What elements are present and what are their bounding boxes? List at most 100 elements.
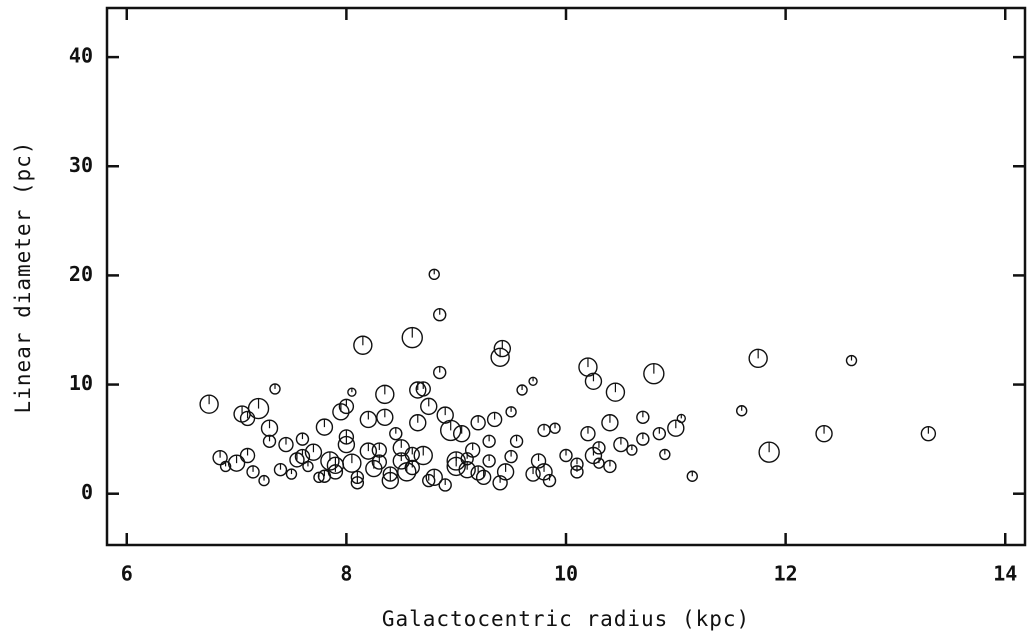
point: [505, 406, 517, 418]
point: [559, 448, 573, 463]
y-tick-label: 40: [69, 44, 93, 68]
x-tick-label: 8: [340, 562, 352, 586]
point: [262, 434, 277, 449]
point: [601, 414, 619, 432]
point: [530, 453, 547, 469]
y-tick-label: 10: [69, 371, 93, 395]
point: [460, 452, 474, 466]
point: [381, 471, 400, 490]
point: [758, 441, 780, 463]
point: [239, 410, 256, 427]
point: [482, 454, 496, 468]
point: [359, 410, 378, 429]
point: [294, 448, 311, 465]
point: [525, 466, 541, 482]
point: [626, 444, 638, 456]
point: [239, 447, 256, 464]
point: [516, 384, 528, 396]
point: [359, 442, 378, 460]
point: [285, 468, 298, 480]
point: [295, 432, 310, 446]
point: [496, 463, 515, 481]
point: [493, 339, 512, 358]
point: [401, 326, 423, 349]
point: [845, 354, 858, 367]
x-tick-label: 14: [993, 562, 1017, 586]
point: [420, 397, 438, 416]
point: [389, 426, 403, 441]
point: [376, 408, 394, 426]
point: [492, 475, 508, 491]
point: [273, 462, 288, 477]
point: [413, 445, 433, 466]
point: [433, 365, 447, 380]
point: [652, 426, 667, 441]
point: [592, 441, 606, 455]
point: [315, 418, 334, 436]
point: [425, 468, 443, 487]
point: [219, 460, 232, 473]
y-tick-label: 20: [69, 262, 93, 286]
point: [676, 413, 686, 424]
x-axis-title: Galactocentric radius (kpc): [382, 607, 750, 631]
point: [438, 478, 452, 492]
point: [458, 460, 476, 479]
point: [542, 473, 557, 488]
point: [603, 459, 617, 474]
point: [659, 448, 671, 461]
point: [199, 394, 219, 414]
point: [338, 398, 355, 415]
point: [815, 424, 833, 443]
point: [504, 449, 518, 464]
point: [537, 423, 551, 438]
x-tick-label: 12: [774, 562, 798, 586]
point: [490, 347, 510, 367]
y-tick-label: 0: [81, 480, 93, 504]
point: [470, 415, 486, 431]
y-axis-title: Linear diameter (pc): [11, 141, 35, 414]
x-tick-label: 10: [554, 562, 578, 586]
point: [269, 383, 281, 395]
point: [353, 335, 373, 355]
point: [342, 453, 362, 473]
point: [304, 443, 323, 461]
point: [482, 434, 496, 449]
point: [643, 362, 665, 385]
point: [260, 419, 279, 437]
point: [347, 387, 357, 397]
point: [486, 411, 503, 428]
point: [528, 376, 538, 386]
point: [580, 425, 596, 442]
point: [636, 410, 650, 424]
point: [570, 457, 584, 471]
point: [470, 465, 486, 481]
point: [433, 308, 447, 322]
point: [227, 454, 246, 472]
point: [436, 406, 454, 424]
point: [317, 469, 332, 483]
point: [258, 474, 270, 487]
point: [409, 414, 427, 432]
point: [920, 425, 937, 442]
point: [593, 457, 605, 469]
point: [212, 449, 228, 466]
point: [605, 382, 626, 402]
point: [404, 446, 420, 463]
point: [636, 432, 650, 446]
point: [667, 419, 685, 437]
point: [452, 424, 471, 443]
point: [409, 381, 427, 399]
point: [375, 384, 395, 405]
point: [613, 436, 629, 453]
point: [440, 419, 462, 442]
point: [422, 473, 436, 488]
point: [735, 405, 748, 417]
point: [246, 465, 260, 479]
y-tick-label: 30: [69, 153, 93, 177]
x-tick-label: 6: [121, 562, 133, 586]
point: [326, 456, 345, 475]
point: [549, 422, 561, 434]
point: [428, 268, 440, 281]
point: [415, 381, 431, 397]
